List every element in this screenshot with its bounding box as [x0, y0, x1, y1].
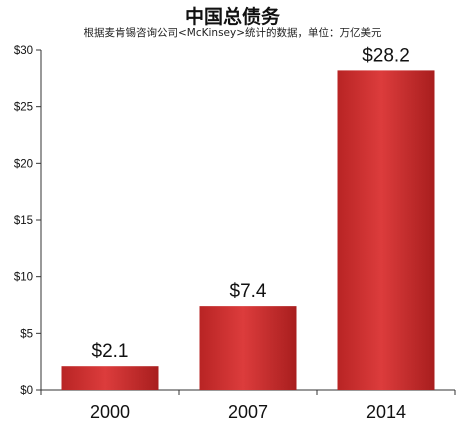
data-label: $7.4	[230, 281, 267, 302]
bar-2000	[61, 366, 159, 390]
y-tick-label: $10	[14, 272, 33, 284]
chart-subtitle: 根据麦肯锡咨询公司<McKinsey>统计的数据，单位：万亿美元	[83, 27, 382, 39]
x-tick-label: 2000	[90, 402, 130, 422]
chart-title: 中国总债务	[184, 6, 280, 28]
y-tick-label: $30	[14, 45, 33, 57]
y-tick-label: $20	[14, 158, 33, 170]
y-tick-label: $5	[20, 328, 33, 340]
bar-2014	[337, 70, 435, 391]
y-tick-label: $0	[20, 385, 33, 397]
bar-2007	[199, 306, 297, 390]
data-label: $2.1	[92, 341, 129, 362]
x-tick-label: 2007	[228, 402, 268, 422]
y-tick-label: $15	[14, 215, 33, 227]
data-label: $28.2	[362, 45, 410, 66]
x-tick-label: 2014	[366, 402, 406, 422]
y-tick-label: $25	[14, 102, 33, 114]
